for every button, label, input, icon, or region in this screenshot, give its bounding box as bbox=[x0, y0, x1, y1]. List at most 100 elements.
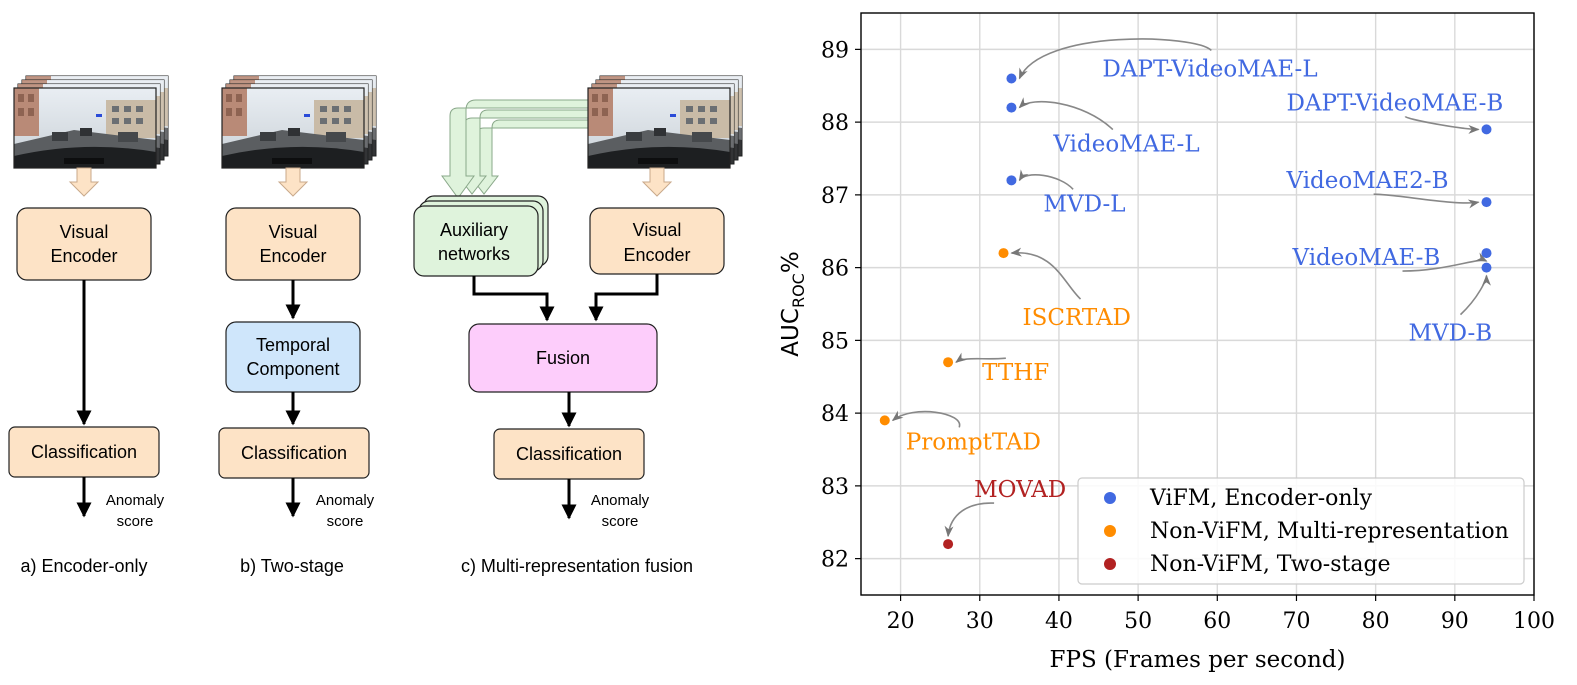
x-tick-label: 50 bbox=[1124, 609, 1152, 634]
video-frames-stack-c bbox=[588, 76, 742, 168]
annotation-arrow-iscrtad bbox=[1010, 247, 1082, 300]
annotation-arrow-movad bbox=[944, 502, 995, 538]
annotation-arrow-prompttad bbox=[891, 410, 961, 428]
annotation-arrow-mvd-l bbox=[1018, 169, 1074, 190]
label-mvd-l: MVD-L bbox=[1043, 191, 1125, 217]
y-tick-label: 83 bbox=[821, 475, 849, 500]
auxiliary-label-1: Auxiliary bbox=[440, 220, 508, 240]
fusion-label: Fusion bbox=[536, 348, 590, 368]
point-mvd-b bbox=[1481, 262, 1492, 273]
legend: ViFM, Encoder-only Non-ViFM, Multi-repres… bbox=[1077, 477, 1525, 585]
point-dapt-videomae-l bbox=[1006, 73, 1017, 84]
legend-label: ViFM, Encoder-only bbox=[1149, 486, 1373, 511]
classification-label-c: Classification bbox=[516, 444, 622, 464]
annotation-arrow-dapt-videomae-b bbox=[1404, 115, 1480, 134]
architecture-diagram: Visual Encoder Classification Anomaly sc… bbox=[8, 0, 790, 576]
label-movad: MOVAD bbox=[974, 477, 1066, 503]
x-tick-label: 100 bbox=[1513, 609, 1555, 634]
caption-c: c) Multi-representation fusion bbox=[461, 556, 693, 576]
frames-to-auxiliary-arrows bbox=[441, 99, 588, 199]
axes: 20 30 40 50 60 70 80 90 100 82 83 84 85 86 87 88 89 FPS (… bbox=[780, 12, 1555, 673]
legend-marker bbox=[1104, 492, 1116, 504]
anomaly-score-label-c2: score bbox=[602, 513, 639, 530]
x-tick-label: 40 bbox=[1045, 609, 1073, 634]
point-videomae-l bbox=[1006, 102, 1017, 113]
fusion-box bbox=[468, 323, 658, 393]
caption-a: a) Encoder-only bbox=[20, 556, 147, 576]
auc-vs-fps-chart: DAPT-VideoMAE-L VideoMAE-L MVD-L DAPT-Video… bbox=[780, 12, 1555, 673]
label-videomae-l: VideoMAE-L bbox=[1052, 132, 1199, 158]
label-dapt-videomae-b: DAPT-VideoMAE-B bbox=[1286, 90, 1503, 116]
y-tick-label: 85 bbox=[821, 329, 849, 354]
x-tick-label: 20 bbox=[887, 609, 915, 634]
visual-encoder-label-c2: Encoder bbox=[623, 245, 690, 265]
anomaly-score-label-a1: Anomaly bbox=[106, 492, 165, 509]
visual-encoder-label-b2: Encoder bbox=[259, 246, 326, 266]
x-tick-label: 60 bbox=[1203, 609, 1231, 634]
x-tick-label: 70 bbox=[1282, 609, 1310, 634]
annotation-arrow-mvd-b bbox=[1459, 274, 1491, 316]
y-tick-label: 82 bbox=[821, 548, 849, 573]
visual-encoder-label-b1: Visual bbox=[269, 222, 318, 242]
legend-box bbox=[1077, 477, 1525, 585]
auxiliary-to-fusion-arrow bbox=[472, 276, 555, 322]
x-axis-label: FPS (Frames per second) bbox=[1050, 647, 1346, 673]
label-mvd-b: MVD-B bbox=[1408, 321, 1492, 347]
classification-label-a: Classification bbox=[31, 442, 137, 462]
annotation-arrow-videomae-l bbox=[1018, 97, 1114, 131]
label-videomae-b: VideoMAE-B bbox=[1291, 245, 1440, 271]
point-iscrtad bbox=[998, 248, 1009, 259]
anomaly-score-label-b1: Anomaly bbox=[316, 492, 375, 509]
x-tick-label: 30 bbox=[966, 609, 994, 634]
visual-encoder-label-c1: Visual bbox=[633, 220, 682, 240]
point-videomae-b bbox=[1481, 248, 1492, 259]
frames-to-encoder-arrow-b bbox=[278, 167, 308, 197]
auxiliary-label-2: networks bbox=[438, 244, 510, 264]
label-tthf: TTHF bbox=[982, 360, 1049, 386]
label-dapt-videomae-l: DAPT-VideoMAE-L bbox=[1102, 56, 1317, 82]
x-tick-label: 90 bbox=[1441, 609, 1469, 634]
visual-encoder-box-a bbox=[16, 207, 152, 281]
visual-encoder-box-b bbox=[225, 207, 361, 281]
auxiliary-networks-box bbox=[413, 205, 539, 277]
temporal-component-box-b bbox=[225, 321, 361, 393]
annotation-arrow-videomae-b bbox=[1402, 252, 1488, 272]
panel-c-multi-representation-fusion: Auxiliary networks Visual Encoder Fusion… bbox=[413, 76, 742, 576]
encoder-to-fusion-arrow bbox=[588, 274, 659, 322]
annotation-arrow-tthf bbox=[955, 352, 1006, 363]
visual-encoder-label-a2: Encoder bbox=[50, 246, 117, 266]
point-videomae2-b bbox=[1481, 197, 1492, 208]
legend-label: Non-ViFM, Two-stage bbox=[1150, 552, 1391, 577]
temporal-label-b2: Component bbox=[246, 359, 339, 379]
panel-a-encoder-only: Visual Encoder Classification Anomaly sc… bbox=[8, 76, 168, 576]
label-videomae2-b: VideoMAE2-B bbox=[1285, 168, 1448, 194]
annotations bbox=[891, 38, 1491, 538]
x-tick-label: 80 bbox=[1362, 609, 1390, 634]
point-movad bbox=[943, 539, 954, 550]
point-tthf bbox=[943, 357, 954, 368]
anomaly-score-label-c1: Anomaly bbox=[591, 492, 650, 509]
temporal-label-b1: Temporal bbox=[256, 335, 330, 355]
frames-to-encoder-arrow-c bbox=[642, 167, 672, 197]
y-tick-label: 87 bbox=[821, 184, 849, 209]
y-axis-label: AUCROC% bbox=[780, 251, 808, 356]
panel-b-two-stage: Visual Encoder Temporal Component Classi… bbox=[218, 76, 376, 576]
point-dapt-videomae-b bbox=[1481, 124, 1492, 135]
y-tick-label: 84 bbox=[821, 402, 849, 427]
caption-b: b) Two-stage bbox=[240, 556, 344, 576]
y-tick-label: 89 bbox=[821, 38, 849, 63]
classification-label-b: Classification bbox=[241, 443, 347, 463]
legend-label: Non-ViFM, Multi-representation bbox=[1150, 519, 1509, 544]
label-iscrtad: ISCRTAD bbox=[1023, 305, 1131, 331]
y-tick-label: 88 bbox=[821, 111, 849, 136]
anomaly-score-label-b2: score bbox=[327, 513, 364, 530]
legend-marker bbox=[1104, 558, 1116, 570]
y-tick-label: 86 bbox=[821, 257, 849, 282]
label-prompttad: PromptTAD bbox=[906, 429, 1041, 455]
data-points bbox=[879, 73, 1492, 550]
visual-encoder-label-a1: Visual bbox=[60, 222, 109, 242]
frames-to-encoder-arrow-a bbox=[69, 167, 99, 197]
plot-frame bbox=[860, 12, 1535, 596]
legend-marker bbox=[1104, 525, 1116, 537]
point-labels: DAPT-VideoMAE-L VideoMAE-L MVD-L DAPT-Video… bbox=[906, 56, 1504, 503]
